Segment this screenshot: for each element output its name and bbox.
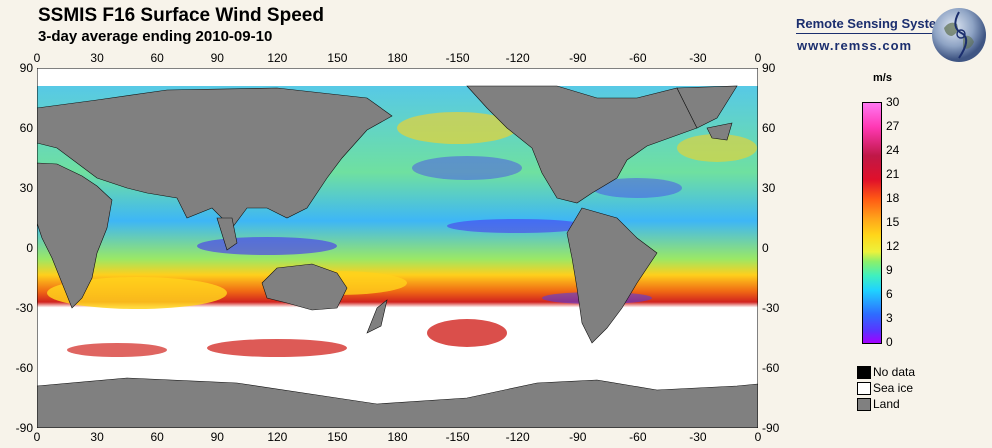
scale-tick-label: 3 [886, 311, 893, 325]
top-lon-label: 90 [210, 51, 224, 65]
top-lon-label: 30 [90, 51, 104, 65]
top-lon-label: -90 [569, 51, 587, 65]
bottom-lon-label: 120 [267, 430, 288, 444]
scale-tick-label: 18 [886, 191, 900, 205]
wind-speed-map [37, 68, 758, 428]
scale-tick-label: 0 [886, 335, 893, 349]
legend-swatch [857, 366, 871, 379]
legend-key-label: Land [873, 397, 900, 411]
left-lat-label: -60 [15, 361, 33, 375]
bottom-lon-label: 150 [327, 430, 348, 444]
bottom-lon-label: -120 [505, 430, 530, 444]
top-lon-label: -120 [505, 51, 530, 65]
right-lat-label: -30 [762, 301, 780, 315]
bottom-lon-label: 60 [150, 430, 164, 444]
scale-tick-label: 15 [886, 215, 900, 229]
right-lat-label: 30 [762, 181, 776, 195]
bottom-lon-label: -60 [629, 430, 647, 444]
scale-tick-label: 6 [886, 287, 893, 301]
right-lat-label: -90 [762, 421, 780, 435]
bottom-lon-label: -90 [569, 430, 587, 444]
bottom-lon-label: 0 [754, 430, 762, 444]
right-lat-label: 60 [762, 121, 776, 135]
left-lat-label: 0 [26, 241, 33, 255]
top-lon-label: 180 [387, 51, 408, 65]
brand-divider [796, 33, 956, 34]
legend-key-label: Sea ice [873, 381, 914, 395]
right-lat-label: -60 [762, 361, 780, 375]
brand-name: Remote Sensing Systems [796, 16, 955, 31]
top-lon-label: -150 [445, 51, 470, 65]
bottom-lon-label: 0 [33, 430, 41, 444]
left-lat-label: -30 [15, 301, 33, 315]
left-lat-label: 30 [19, 181, 33, 195]
bottom-lon-label: -150 [445, 430, 470, 444]
left-lat-label: -90 [15, 421, 33, 435]
bottom-lon-label: 180 [387, 430, 408, 444]
legend-swatch [857, 398, 871, 411]
right-lat-label: 90 [762, 61, 776, 75]
right-lat-label: 0 [762, 241, 769, 255]
top-lon-label: 60 [150, 51, 164, 65]
land-masses [37, 85, 758, 428]
top-lon-label: 120 [267, 51, 288, 65]
top-lon-label: 0 [754, 51, 762, 65]
scale-tick-label: 9 [886, 263, 893, 277]
top-lon-label: 0 [33, 51, 41, 65]
left-lat-label: 90 [19, 61, 33, 75]
bottom-lon-label: 90 [210, 430, 224, 444]
scale-tick-label: 21 [886, 167, 900, 181]
wind-speed-color-scale [862, 102, 882, 344]
scale-tick-label: 30 [886, 95, 900, 109]
brand-url[interactable]: www.remss.com [797, 38, 913, 53]
top-lon-label: -30 [689, 51, 707, 65]
scale-tick-label: 12 [886, 239, 900, 253]
left-lat-label: 60 [19, 121, 33, 135]
legend-key-label: No data [873, 365, 916, 379]
map-subtitle: 3-day average ending 2010-09-10 [38, 28, 273, 45]
legend-swatch [857, 382, 871, 395]
bottom-lon-label: 30 [90, 430, 104, 444]
top-lon-label: 150 [327, 51, 348, 65]
globe-logo-icon [932, 8, 986, 62]
scale-tick-label: 27 [886, 119, 900, 133]
top-lon-label: -60 [629, 51, 647, 65]
scale-unit-label: m/s [873, 72, 892, 84]
bottom-lon-label: -30 [689, 430, 707, 444]
map-title: SSMIS F16 Surface Wind Speed [38, 5, 324, 26]
scale-tick-label: 24 [886, 143, 900, 157]
